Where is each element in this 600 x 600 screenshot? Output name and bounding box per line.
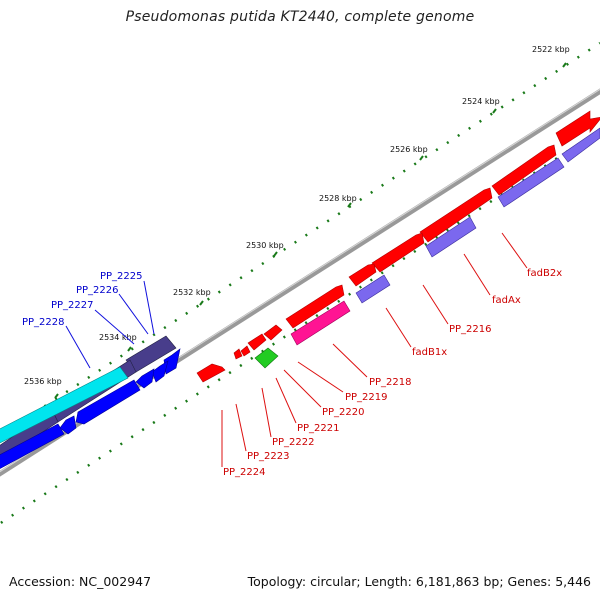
reverse-cds-track — [0, 348, 181, 474]
forward-orf-arrow[interactable] — [497, 157, 565, 208]
scale-ticks — [54, 62, 567, 399]
forward-orf-arrow[interactable] — [425, 216, 477, 258]
gene-label-PP_2223[interactable]: PP_2223 — [247, 451, 290, 462]
scale-label: 2530 kbp — [246, 241, 284, 250]
forward-orf-arrow[interactable] — [561, 127, 600, 163]
gene-label-fadAx[interactable]: fadAx — [492, 295, 521, 306]
accession-text: Accession: NC_002947 — [9, 574, 152, 589]
scale-label: 2522 kbp — [532, 45, 570, 54]
highlighted-gene[interactable] — [254, 347, 279, 369]
gc-track-outer — [0, 41, 600, 437]
gene-label-PP_2228[interactable]: PP_2228 — [22, 317, 65, 328]
scale-label: 2524 kbp — [462, 97, 500, 106]
gene-label-PP_2216[interactable]: PP_2216 — [449, 324, 492, 335]
reverse-gene-arrow[interactable] — [135, 368, 155, 389]
gene-label-fadB1x[interactable]: fadB1x — [412, 347, 447, 358]
gene-label-fadB2x[interactable]: fadB2x — [527, 268, 562, 279]
scale-label: 2534 kbp — [99, 333, 137, 342]
forward-orf-arrow[interactable] — [355, 274, 391, 304]
forward-rna-arrow[interactable] — [290, 300, 351, 346]
reverse-gene-arrow[interactable] — [0, 423, 65, 474]
forward-gene-arrow[interactable] — [371, 232, 425, 273]
gene-label-PP_2227[interactable]: PP_2227 — [51, 300, 94, 311]
reverse-gene-arrow[interactable] — [75, 379, 141, 425]
forward-gene-labels: fadB2x fadAx PP_2216 fadB1x PP_2218 PP_2… — [223, 268, 562, 478]
forward-gene-arrow[interactable] — [555, 110, 600, 147]
reverse-gene-arrow[interactable] — [163, 348, 181, 375]
scale-label: 2532 kbp — [173, 288, 211, 297]
gene-label-PP_2226[interactable]: PP_2226 — [76, 285, 119, 296]
scale-label: 2536 kbp — [24, 377, 62, 386]
scale-labels: 2522 kbp 2524 kbp 2526 kbp 2528 kbp 2530… — [24, 45, 570, 386]
reverse-rna-arrow[interactable] — [0, 366, 129, 448]
genome-summary-text: Topology: circular; Length: 6,181,863 bp… — [247, 574, 591, 589]
reverse-gene-labels: PP_2225 PP_2226 PP_2227 PP_2228 — [22, 271, 143, 328]
forward-gene-arrow[interactable] — [285, 284, 345, 329]
reverse-label-lines — [65, 280, 155, 369]
scale-label: 2528 kbp — [319, 194, 357, 203]
forward-gene-arrow[interactable] — [233, 348, 243, 360]
gene-label-PP_2221[interactable]: PP_2221 — [297, 423, 340, 434]
forward-gene-arrow[interactable] — [247, 333, 267, 351]
genome-title: Pseudomonas putida KT2440, complete geno… — [125, 9, 475, 25]
forward-gene-arrow[interactable] — [491, 144, 557, 196]
scale-label: 2526 kbp — [390, 145, 428, 154]
forward-gene-arrow[interactable] — [419, 187, 493, 243]
reverse-gene-arrow[interactable] — [59, 415, 77, 435]
gene-label-PP_2222[interactable]: PP_2222 — [272, 437, 315, 448]
forward-gene-arrow[interactable] — [263, 324, 283, 341]
forward-label-lines — [221, 232, 528, 467]
forward-gene-arrow[interactable] — [348, 263, 377, 287]
gc-track-inner — [0, 128, 600, 525]
gene-label-PP_2220[interactable]: PP_2220 — [322, 407, 365, 418]
gene-label-PP_2218[interactable]: PP_2218 — [369, 377, 412, 388]
forward-cds-track — [196, 110, 600, 383]
gene-label-PP_2225[interactable]: PP_2225 — [100, 271, 143, 282]
gene-label-PP_2224[interactable]: PP_2224 — [223, 467, 266, 478]
gene-label-PP_2219[interactable]: PP_2219 — [345, 392, 388, 403]
forward-orf-track — [254, 127, 600, 369]
forward-gene-arrow[interactable] — [196, 363, 226, 383]
forward-gene-arrow[interactable] — [240, 345, 251, 357]
